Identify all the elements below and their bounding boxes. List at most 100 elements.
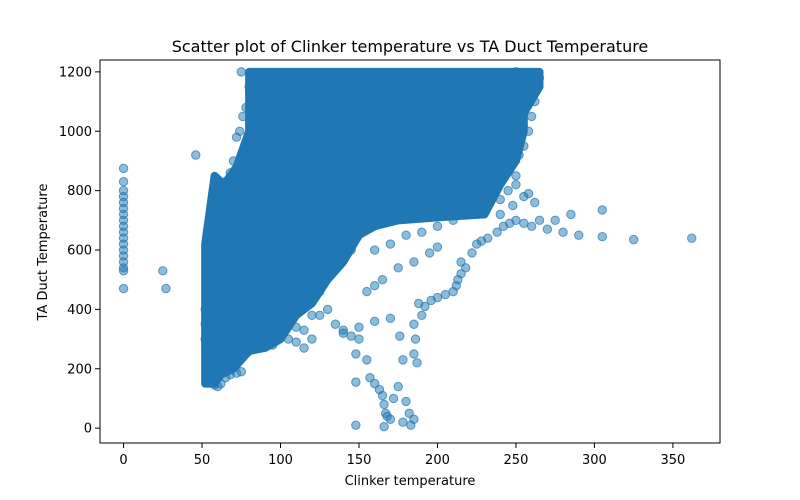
chart-title: Scatter plot of Clinker temperature vs T…	[172, 37, 649, 56]
scatter-point	[412, 358, 422, 368]
scatter-point	[202, 289, 212, 300]
y-tick-label: 800	[67, 184, 92, 199]
scatter-point	[530, 197, 540, 208]
x-tick-label: 0	[119, 453, 127, 468]
y-tick-label: 600	[67, 244, 92, 259]
scatter-point	[492, 227, 502, 237]
scatter-point	[511, 179, 521, 190]
scatter-point	[448, 73, 458, 83]
scatter-point	[417, 96, 427, 107]
x-tick-label: 100	[268, 453, 293, 468]
scatter-point	[432, 82, 443, 92]
x-tick-label: 150	[347, 453, 372, 468]
scatter-point	[267, 340, 278, 350]
scatter-point	[322, 185, 333, 196]
scatter-point	[338, 251, 348, 261]
scatter-point	[200, 334, 210, 344]
scatter-point	[514, 150, 524, 160]
scatter-point	[338, 325, 348, 335]
scatter-point	[283, 316, 294, 326]
scatter-point	[456, 257, 466, 267]
scatter-point	[523, 70, 534, 80]
scatter-point	[362, 286, 372, 297]
x-axis-title: Clinker temperature	[345, 474, 476, 489]
scatter-point	[200, 319, 210, 329]
scatter-point	[432, 221, 443, 231]
scatter-point	[409, 414, 419, 424]
scatter-point	[362, 355, 372, 365]
scatter-point	[205, 230, 215, 240]
scatter-point	[369, 141, 380, 151]
scatter-point	[385, 239, 396, 249]
scatter-point	[354, 334, 364, 344]
scatter-point	[503, 73, 513, 83]
scatter-point	[476, 200, 487, 211]
scatter-point	[558, 227, 568, 237]
scatter-point	[489, 188, 499, 199]
scatter-point	[354, 156, 364, 166]
scatter-point	[191, 150, 201, 160]
scatter-point	[241, 102, 251, 113]
scatter-point	[118, 177, 129, 187]
scatter-point	[401, 396, 411, 407]
scatter-point	[566, 209, 576, 220]
scatter-point	[283, 334, 294, 344]
scatter-point	[206, 215, 217, 226]
scatter-point	[388, 393, 399, 404]
scatter-point	[393, 381, 403, 392]
scatter-point	[479, 108, 490, 119]
scatter-point	[291, 337, 301, 347]
scatter-point	[260, 275, 270, 285]
scatter-point	[330, 257, 341, 267]
scatter-point	[379, 421, 389, 432]
scatter-point	[307, 200, 317, 211]
scatter-point	[206, 203, 217, 214]
scatter-point	[307, 310, 317, 321]
scatter-points	[118, 67, 697, 432]
scatter-point	[377, 275, 388, 285]
scatter-point	[291, 322, 301, 332]
dense-point-cloud	[201, 67, 544, 388]
scatter-point	[236, 67, 246, 77]
scatter-point	[338, 156, 348, 166]
scatter-point	[473, 126, 483, 136]
y-tick-label: 1200	[59, 65, 92, 80]
scatter-point	[534, 73, 545, 83]
scatter-point	[275, 310, 286, 321]
scatter-point	[511, 171, 521, 181]
scatter-point	[417, 310, 427, 321]
scatter-point	[291, 215, 301, 226]
scatter-point	[432, 242, 443, 252]
scatter-point	[346, 245, 356, 255]
scatter-point	[379, 399, 389, 410]
scatter-point	[299, 343, 309, 353]
y-axis-title: TA Duct Temperature	[36, 184, 51, 322]
scatter-point	[200, 304, 210, 315]
scatter-point	[377, 390, 388, 401]
scatter-point	[338, 171, 348, 181]
scatter-point	[523, 188, 534, 199]
scatter-point	[238, 111, 248, 122]
scatter-point	[495, 194, 505, 205]
scatter-point	[534, 215, 545, 226]
scatter-point	[523, 126, 534, 136]
scatter-point	[440, 289, 451, 300]
scatter-point	[424, 248, 435, 258]
scatter-point	[401, 230, 411, 240]
scatter-point	[330, 319, 341, 329]
scatter-point	[203, 364, 214, 374]
scatter-point	[225, 168, 235, 178]
y-tick-label: 200	[67, 362, 92, 377]
scatter-point	[158, 266, 168, 276]
scatter-point	[597, 231, 607, 242]
scatter-point	[275, 96, 286, 107]
scatter-point	[369, 280, 380, 291]
scatter-point	[511, 67, 521, 77]
scatter-point	[351, 377, 361, 387]
scatter-point	[508, 200, 518, 211]
scatter-point	[220, 177, 231, 187]
scatter-point	[315, 286, 325, 297]
scatter-point	[398, 417, 408, 427]
scatter-point	[228, 156, 239, 166]
scatter-point	[495, 209, 505, 220]
